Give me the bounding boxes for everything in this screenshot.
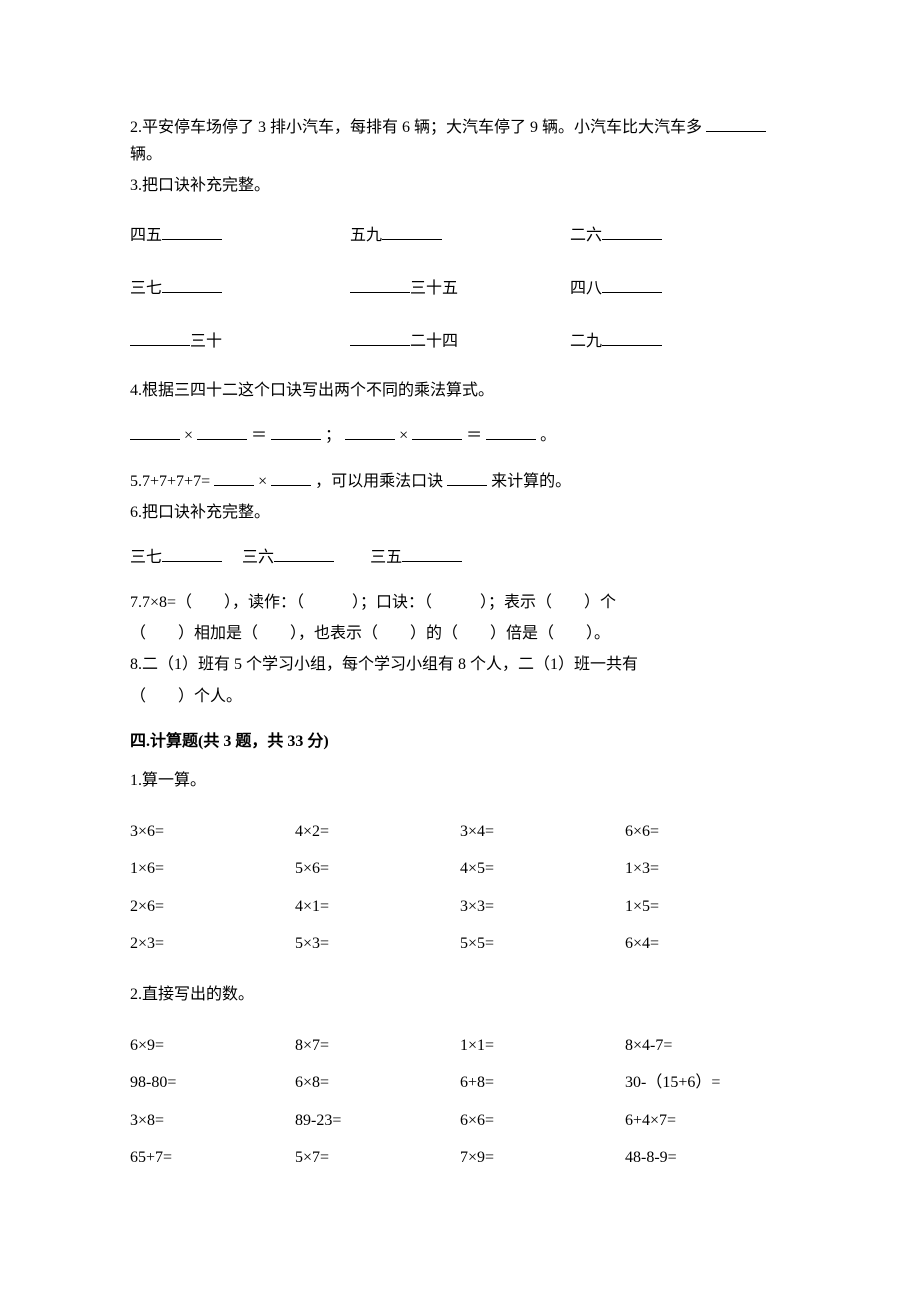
question-4-line: × ＝ ； × ＝ 。 bbox=[130, 422, 790, 449]
q3-r1-b: 五九 bbox=[350, 222, 570, 249]
q3-row1: 四五 五九 二六 bbox=[130, 222, 790, 249]
blank bbox=[214, 469, 254, 486]
blank bbox=[447, 469, 487, 486]
cell: 30-（15+6）= bbox=[625, 1069, 790, 1096]
cell: 89-23= bbox=[295, 1107, 460, 1134]
question-6-title: 6.把口诀补充完整。 bbox=[130, 499, 790, 526]
question-5: 5.7+7+7+7= × ，可以用乘法口诀 来计算的。 bbox=[130, 468, 790, 495]
q3-r3-c: 二九 bbox=[570, 328, 790, 355]
cell: 1×5= bbox=[625, 893, 790, 920]
q3-row2: 三七 三十五 四八 bbox=[130, 275, 790, 302]
question-8-line2: （ ）个人。 bbox=[130, 683, 790, 710]
cell: 5×6= bbox=[295, 855, 460, 882]
cell: 5×3= bbox=[295, 930, 460, 957]
q3-r2-a: 三七 bbox=[130, 275, 350, 302]
s4-q1-title: 1.算一算。 bbox=[130, 767, 790, 794]
blank bbox=[197, 423, 247, 440]
cell: 5×5= bbox=[460, 930, 625, 957]
cell: 5×7= bbox=[295, 1144, 460, 1171]
document-page: 2.平安停车场停了 3 排小汽车，每排有 6 辆；大汽车停了 9 辆。小汽车比大… bbox=[0, 0, 920, 1261]
section-4-title: 四.计算题(共 3 题，共 33 分) bbox=[130, 728, 790, 755]
q3-row3: 三十 二十四 二九 bbox=[130, 328, 790, 355]
s4-q1-row1: 3×6= 4×2= 3×4= 6×6= bbox=[130, 818, 790, 845]
cell: 6×6= bbox=[625, 818, 790, 845]
q3-r1-a: 四五 bbox=[130, 222, 350, 249]
cell: 1×1= bbox=[460, 1032, 625, 1059]
blank bbox=[345, 423, 395, 440]
q2-suffix: 辆。 bbox=[130, 146, 162, 163]
blank bbox=[130, 329, 190, 346]
blank bbox=[130, 423, 180, 440]
cell: 6×4= bbox=[625, 930, 790, 957]
question-4-title: 4.根据三四十二这个口诀写出两个不同的乘法算式。 bbox=[130, 377, 790, 404]
q2-text: 2.平安停车场停了 3 排小汽车，每排有 6 辆；大汽车停了 9 辆。小汽车比大… bbox=[130, 119, 702, 136]
q3-r1-c: 二六 bbox=[570, 222, 790, 249]
question-2: 2.平安停车场停了 3 排小汽车，每排有 6 辆；大汽车停了 9 辆。小汽车比大… bbox=[130, 114, 790, 168]
blank bbox=[162, 223, 222, 240]
question-7-line2: （ ）相加是（ ），也表示（ ）的（ ）倍是（ ）。 bbox=[130, 620, 790, 647]
s4-q1-row2: 1×6= 5×6= 4×5= 1×3= bbox=[130, 855, 790, 882]
cell: 65+7= bbox=[130, 1144, 295, 1171]
cell: 6×8= bbox=[295, 1069, 460, 1096]
cell: 8×7= bbox=[295, 1032, 460, 1059]
s4-q1-row4: 2×3= 5×3= 5×5= 6×4= bbox=[130, 930, 790, 957]
blank bbox=[412, 423, 462, 440]
blank bbox=[350, 329, 410, 346]
s4-q2-title: 2.直接写出的数。 bbox=[130, 981, 790, 1008]
cell: 6+8= bbox=[460, 1069, 625, 1096]
q3-r3-a: 三十 bbox=[130, 328, 350, 355]
q3-r2-c: 四八 bbox=[570, 275, 790, 302]
blank bbox=[382, 223, 442, 240]
blank bbox=[271, 423, 321, 440]
blank bbox=[162, 545, 222, 562]
cell: 1×3= bbox=[625, 855, 790, 882]
cell: 7×9= bbox=[460, 1144, 625, 1171]
s4-q2-row4: 65+7= 5×7= 7×9= 48-8-9= bbox=[130, 1144, 790, 1171]
blank bbox=[271, 469, 311, 486]
s4-q2-row1: 6×9= 8×7= 1×1= 8×4-7= bbox=[130, 1032, 790, 1059]
q3-r3-b: 二十四 bbox=[350, 328, 570, 355]
cell: 2×3= bbox=[130, 930, 295, 957]
cell: 3×6= bbox=[130, 818, 295, 845]
cell: 4×1= bbox=[295, 893, 460, 920]
blank bbox=[162, 276, 222, 293]
cell: 48-8-9= bbox=[625, 1144, 790, 1171]
cell: 6×9= bbox=[130, 1032, 295, 1059]
cell: 3×4= bbox=[460, 818, 625, 845]
s4-q1-row3: 2×6= 4×1= 3×3= 1×5= bbox=[130, 893, 790, 920]
cell: 4×5= bbox=[460, 855, 625, 882]
blank bbox=[602, 223, 662, 240]
blank bbox=[402, 545, 462, 562]
blank bbox=[706, 115, 766, 132]
cell: 4×2= bbox=[295, 818, 460, 845]
cell: 98-80= bbox=[130, 1069, 295, 1096]
cell: 2×6= bbox=[130, 893, 295, 920]
cell: 1×6= bbox=[130, 855, 295, 882]
blank bbox=[486, 423, 536, 440]
cell: 6×6= bbox=[460, 1107, 625, 1134]
blank bbox=[274, 545, 334, 562]
question-3-title: 3.把口诀补充完整。 bbox=[130, 172, 790, 199]
cell: 3×8= bbox=[130, 1107, 295, 1134]
blank bbox=[350, 276, 410, 293]
q3-r2-b: 三十五 bbox=[350, 275, 570, 302]
s4-q2-row2: 98-80= 6×8= 6+8= 30-（15+6）= bbox=[130, 1069, 790, 1096]
question-7-line1: 7.7×8=（ ），读作：（ ）；口诀：（ ）；表示（ ）个 bbox=[130, 589, 790, 616]
question-6-line: 三七 三六 三五 bbox=[130, 544, 790, 571]
cell: 6+4×7= bbox=[625, 1107, 790, 1134]
cell: 3×3= bbox=[460, 893, 625, 920]
s4-q2-row3: 3×8= 89-23= 6×6= 6+4×7= bbox=[130, 1107, 790, 1134]
question-8-line1: 8.二（1）班有 5 个学习小组，每个学习小组有 8 个人，二（1）班一共有 bbox=[130, 651, 790, 678]
blank bbox=[602, 329, 662, 346]
cell: 8×4-7= bbox=[625, 1032, 790, 1059]
blank bbox=[602, 276, 662, 293]
